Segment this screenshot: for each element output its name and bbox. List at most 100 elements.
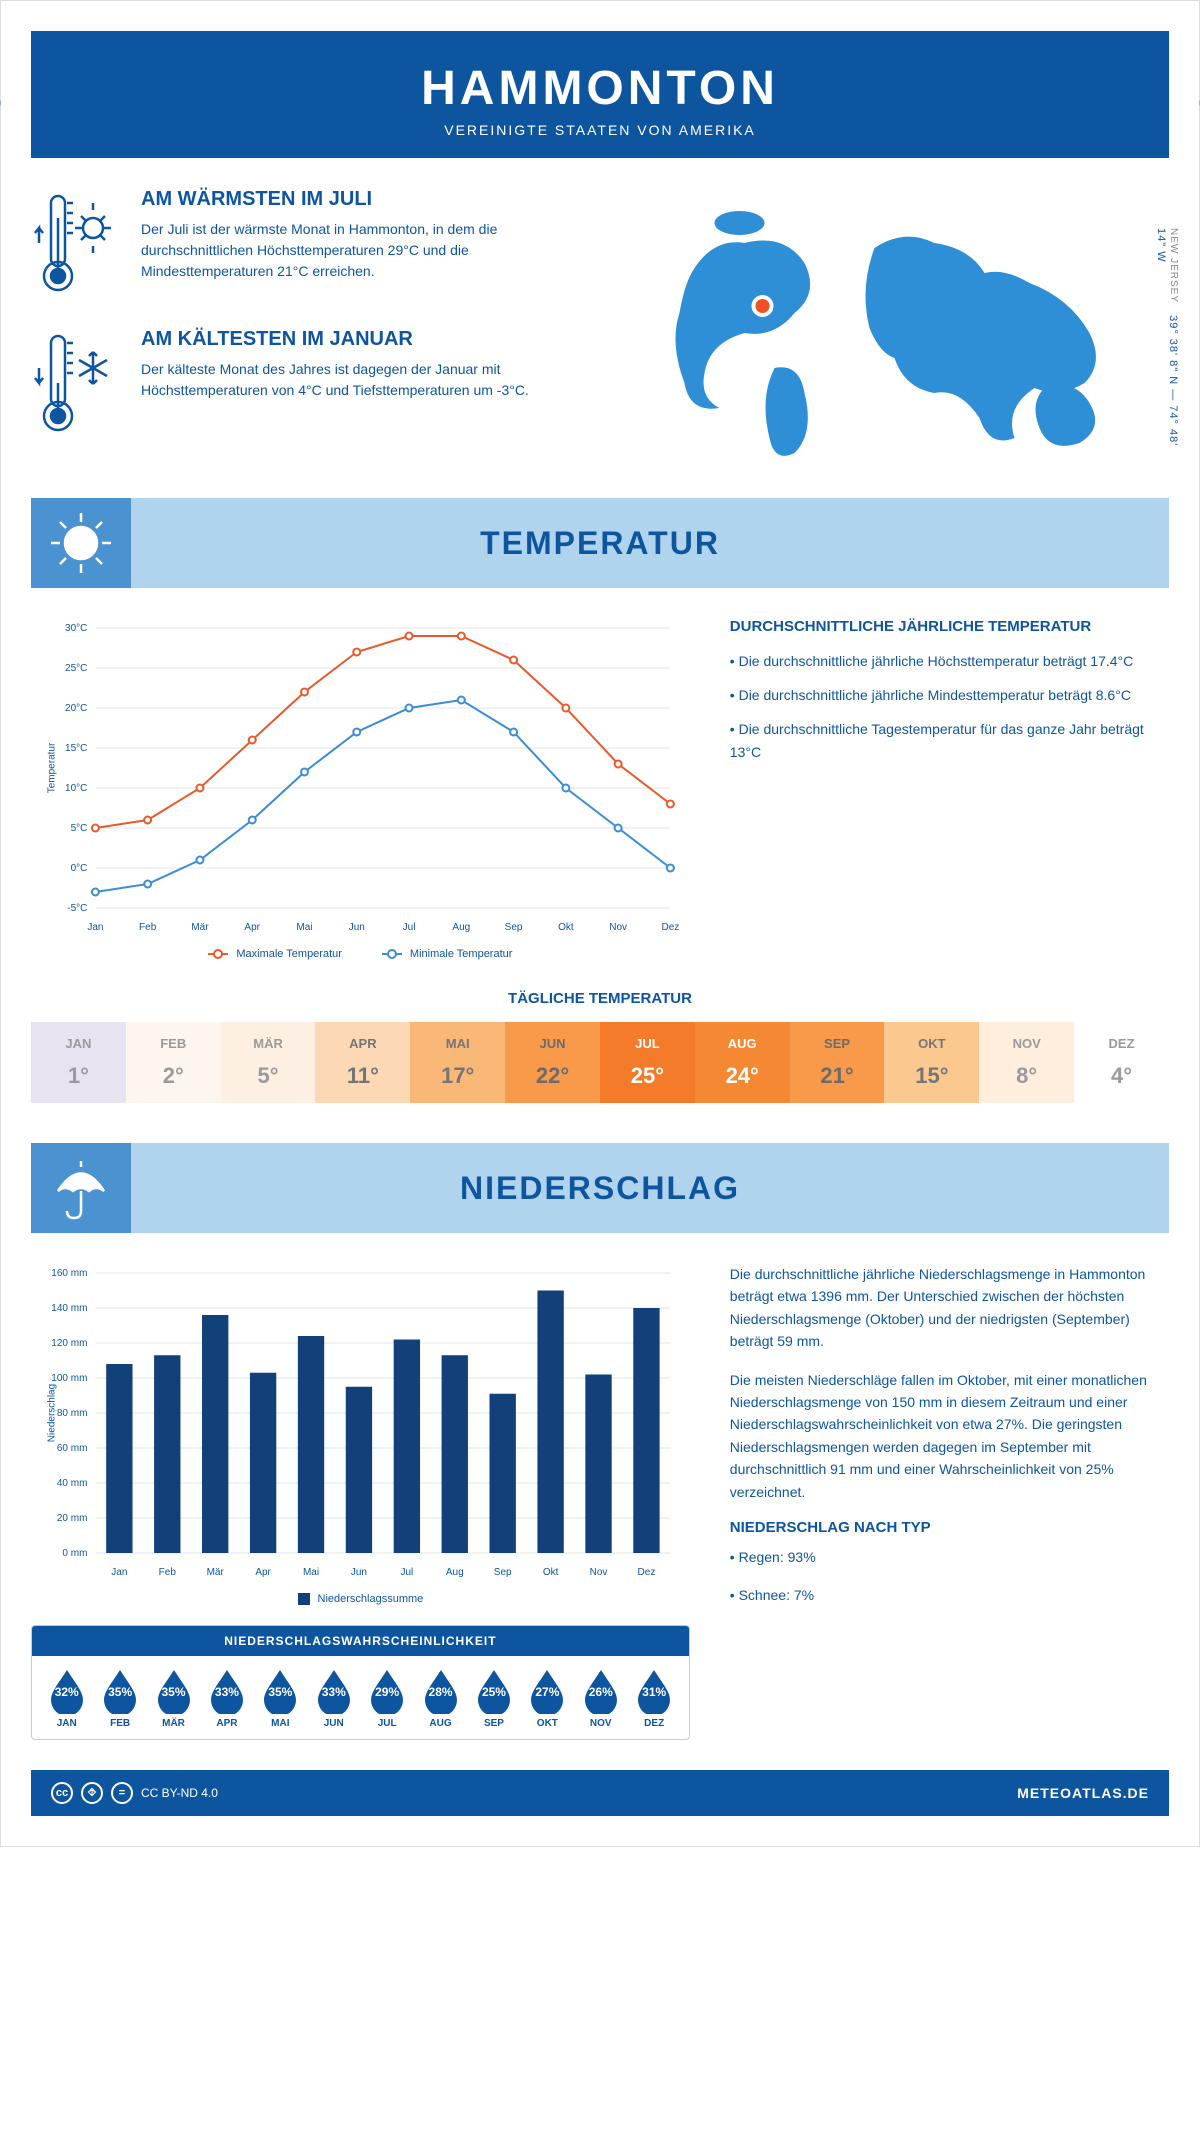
svg-text:80 mm: 80 mm xyxy=(57,1408,88,1419)
svg-text:Dez: Dez xyxy=(662,922,680,933)
svg-text:Sep: Sep xyxy=(505,922,523,933)
prob-cell: 25%SEP xyxy=(467,1666,520,1729)
svg-text:20°C: 20°C xyxy=(65,703,87,714)
svg-text:Apr: Apr xyxy=(255,1567,271,1578)
svg-text:100 mm: 100 mm xyxy=(51,1373,87,1384)
svg-text:30°C: 30°C xyxy=(65,623,87,634)
thermometer-cold-icon xyxy=(31,328,121,443)
svg-text:Jun: Jun xyxy=(351,1567,367,1578)
city-title: HAMMONTON xyxy=(51,61,1149,116)
prob-cell: 35%MÄR xyxy=(147,1666,200,1729)
precip-row: 0 mm 20 mm 40 mm 60 mm 80 mm 100 mm 120 mm 140 … xyxy=(31,1263,1169,1740)
svg-text:160 mm: 160 mm xyxy=(51,1268,87,1279)
temp-info: DURCHSCHNITTLICHE JÄHRLICHE TEMPERATUR •… xyxy=(730,618,1169,960)
prob-cell: 33%APR xyxy=(200,1666,253,1729)
svg-text:140 mm: 140 mm xyxy=(51,1303,87,1314)
temp-info-b2: • Die durchschnittliche jährliche Mindes… xyxy=(730,684,1169,708)
svg-text:60 mm: 60 mm xyxy=(57,1443,88,1454)
precip-type-title: NIEDERSCHLAG NACH TYP xyxy=(730,1519,1169,1536)
svg-text:Feb: Feb xyxy=(159,1567,177,1578)
wind-icon-left xyxy=(0,51,21,136)
footer: cc ⯑ = CC BY-ND 4.0 METEOATLAS.DE xyxy=(31,1770,1169,1816)
svg-text:25°C: 25°C xyxy=(65,663,87,674)
svg-text:Jan: Jan xyxy=(87,922,103,933)
daily-temp-cell: MÄR5° xyxy=(221,1022,316,1103)
prob-cell: 27%OKT xyxy=(521,1666,574,1729)
svg-text:Jun: Jun xyxy=(349,922,365,933)
svg-text:Niederschlag: Niederschlag xyxy=(46,1384,57,1442)
temp-info-b3: • Die durchschnittliche Tagestemperatur … xyxy=(730,718,1169,766)
svg-text:Jan: Jan xyxy=(111,1567,127,1578)
precip-right: Die durchschnittliche jährliche Niedersc… xyxy=(730,1263,1169,1740)
daily-temp-cell: JAN1° xyxy=(31,1022,126,1103)
svg-text:-5°C: -5°C xyxy=(67,903,87,914)
daily-temp-cell: MAI17° xyxy=(410,1022,505,1103)
intro-left: AM WÄRMSTEN IM JULI Der Juli ist der wär… xyxy=(31,188,580,468)
coldest-title: AM KÄLTESTEN IM JANUAR xyxy=(141,328,580,351)
site-name: METEOATLAS.DE xyxy=(1017,1785,1149,1801)
svg-text:Mär: Mär xyxy=(207,1567,225,1578)
nd-icon: = xyxy=(111,1782,133,1804)
sun-icon xyxy=(31,498,131,588)
svg-text:Aug: Aug xyxy=(446,1567,464,1578)
legend-max: Maximale Temperatur xyxy=(236,948,342,960)
precip-legend: Niederschlagssumme xyxy=(31,1593,690,1605)
by-icon: ⯑ xyxy=(81,1782,103,1804)
svg-text:120 mm: 120 mm xyxy=(51,1338,87,1349)
country-subtitle: VEREINIGTE STAATEN VON AMERIKA xyxy=(51,122,1149,138)
coldest-block: AM KÄLTESTEN IM JANUAR Der kälteste Mona… xyxy=(31,328,580,443)
prob-cell: 26%NOV xyxy=(574,1666,627,1729)
temp-info-title: DURCHSCHNITTLICHE JÄHRLICHE TEMPERATUR xyxy=(730,618,1169,635)
prob-cell: 35%MAI xyxy=(254,1666,307,1729)
svg-text:Okt: Okt xyxy=(558,922,574,933)
precip-p1: Die durchschnittliche jährliche Niedersc… xyxy=(730,1263,1169,1353)
svg-text:Apr: Apr xyxy=(244,922,260,933)
daily-temp-cell: NOV8° xyxy=(979,1022,1074,1103)
prob-title: NIEDERSCHLAGSWAHRSCHEINLICHKEIT xyxy=(32,1626,689,1656)
svg-text:40 mm: 40 mm xyxy=(57,1478,88,1489)
daily-temp-title: TÄGLICHE TEMPERATUR xyxy=(31,990,1169,1007)
svg-text:Okt: Okt xyxy=(543,1567,559,1578)
state-label: NEW JERSEY xyxy=(1168,228,1179,303)
precip-section-title: NIEDERSCHLAG xyxy=(460,1170,740,1207)
infographic-container: HAMMONTON VEREINIGTE STAATEN VON AMERIKA… xyxy=(0,0,1200,1847)
precip-chart: 0 mm 20 mm 40 mm 60 mm 80 mm 100 mm 120 mm 140 … xyxy=(31,1263,690,1583)
prob-cell: 33%JUN xyxy=(307,1666,360,1729)
prob-cell: 29%JUL xyxy=(360,1666,413,1729)
daily-temp-cell: AUG24° xyxy=(695,1022,790,1103)
precip-banner: NIEDERSCHLAG xyxy=(31,1143,1169,1233)
svg-text:Jul: Jul xyxy=(403,922,416,933)
svg-text:0 mm: 0 mm xyxy=(62,1548,87,1559)
svg-text:Jul: Jul xyxy=(400,1567,413,1578)
daily-temp-cell: APR11° xyxy=(315,1022,410,1103)
warmest-title: AM WÄRMSTEN IM JULI xyxy=(141,188,580,211)
svg-text:Mai: Mai xyxy=(296,922,312,933)
thermometer-hot-icon xyxy=(31,188,121,303)
coordinates: NEW JERSEY 39° 38' 8" N — 74° 48' 14" W xyxy=(1155,228,1179,468)
daily-temp-grid: JAN1°FEB2°MÄR5°APR11°MAI17°JUN22°JUL25°A… xyxy=(31,1022,1169,1103)
umbrella-icon xyxy=(31,1143,131,1233)
header: HAMMONTON VEREINIGTE STAATEN VON AMERIKA xyxy=(31,31,1169,158)
cc-icon: cc xyxy=(51,1782,73,1804)
daily-temp-cell: SEP21° xyxy=(790,1022,885,1103)
svg-text:Feb: Feb xyxy=(139,922,157,933)
svg-text:Sep: Sep xyxy=(494,1567,512,1578)
daily-temp-cell: JUN22° xyxy=(505,1022,600,1103)
probability-box: NIEDERSCHLAGSWAHRSCHEINLICHKEIT 32%JAN 35… xyxy=(31,1625,690,1740)
temp-info-b1: • Die durchschnittliche jährliche Höchst… xyxy=(730,650,1169,674)
precip-left: 0 mm 20 mm 40 mm 60 mm 80 mm 100 mm 120 mm 140 … xyxy=(31,1263,690,1740)
precip-type-snow: • Schnee: 7% xyxy=(730,1584,1169,1606)
prob-cell: 32%JAN xyxy=(40,1666,93,1729)
temp-legend: Maximale Temperatur Minimale Temperatur xyxy=(31,948,690,960)
svg-text:Mai: Mai xyxy=(303,1567,319,1578)
svg-text:15°C: 15°C xyxy=(65,743,87,754)
warmest-block: AM WÄRMSTEN IM JULI Der Juli ist der wär… xyxy=(31,188,580,303)
svg-text:Nov: Nov xyxy=(590,1567,608,1578)
temp-chart: -5°C0°C5°C10°C15°C20°C25°C30°CJanFebMärA… xyxy=(31,618,690,960)
daily-temp-cell: FEB2° xyxy=(126,1022,221,1103)
warmest-text: Der Juli ist der wärmste Monat in Hammon… xyxy=(141,219,580,282)
svg-text:Mär: Mär xyxy=(191,922,209,933)
svg-text:5°C: 5°C xyxy=(71,823,88,834)
svg-text:Temperatur: Temperatur xyxy=(46,742,57,793)
svg-text:20 mm: 20 mm xyxy=(57,1513,88,1524)
